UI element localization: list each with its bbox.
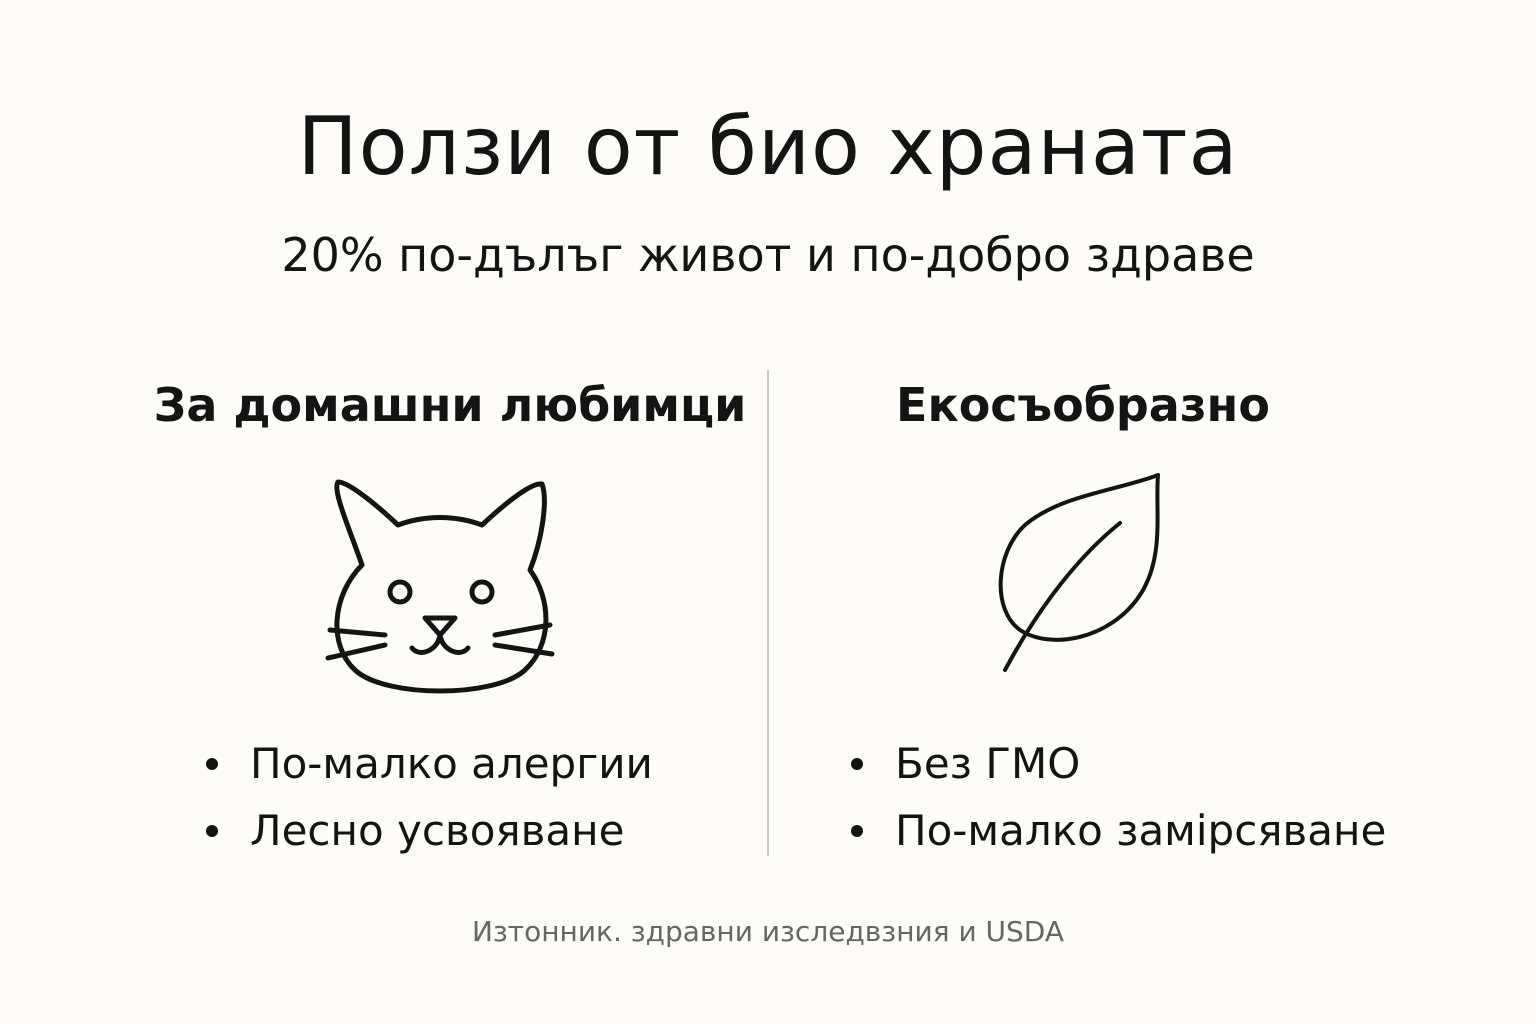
bullet-icon bbox=[851, 758, 863, 770]
list-item-text: По-малко алергии bbox=[250, 739, 653, 788]
pets-benefits-list: По-малко алергии Лесно усвояване bbox=[206, 730, 653, 864]
list-item: По-малко замірсяване bbox=[851, 797, 1386, 864]
column-heading-eco: Екосъобразно bbox=[896, 378, 1270, 432]
list-item-text: По-малко замірсяване bbox=[895, 806, 1387, 855]
page-subtitle: 20% по-дълъг живот и по-добро здраве bbox=[281, 228, 1255, 282]
list-item: По-малко алергии bbox=[206, 730, 653, 797]
leaf-icon bbox=[998, 473, 1160, 672]
bullet-icon bbox=[851, 825, 863, 837]
page-title: Ползи от био храната bbox=[297, 100, 1239, 193]
eco-benefits-list: Без ГМО По-малко замірсяване bbox=[851, 730, 1386, 864]
list-item-text: Лесно усвояване bbox=[250, 806, 625, 855]
cat-icon bbox=[325, 479, 555, 694]
source-footer: Изтонник. здравни изследвзния и USDA bbox=[471, 915, 1065, 948]
bullet-icon bbox=[206, 825, 218, 837]
bullet-icon bbox=[206, 758, 218, 770]
list-item-text: Без ГМО bbox=[895, 739, 1081, 788]
column-heading-pets: За домашни любимци bbox=[153, 378, 747, 432]
list-item: Лесно усвояване bbox=[206, 797, 653, 864]
column-divider bbox=[767, 370, 769, 856]
list-item: Без ГМО bbox=[851, 730, 1386, 797]
